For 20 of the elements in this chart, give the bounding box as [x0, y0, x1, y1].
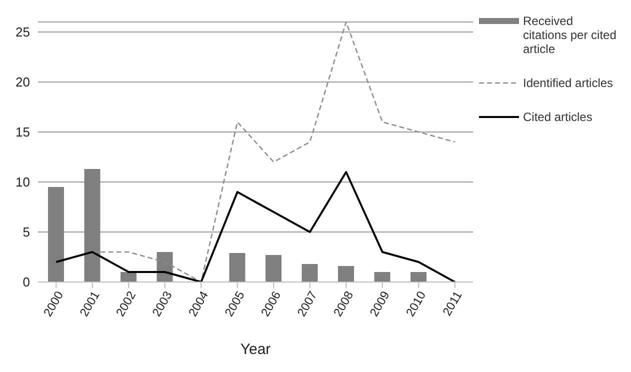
legend-label: Received citations per cited article	[523, 14, 618, 56]
bar	[266, 255, 282, 282]
bar	[410, 272, 426, 282]
legend-label: Cited articles	[523, 110, 592, 124]
line-series	[92, 22, 456, 282]
y-tick-label: 15	[16, 124, 30, 140]
y-tick-label: 5	[22, 224, 30, 240]
bar	[374, 272, 390, 282]
y-tick-label: 25	[16, 24, 30, 40]
legend-label: Identified articles	[523, 76, 614, 90]
line-series	[55, 171, 456, 282]
y-tick-label: 0	[22, 274, 30, 290]
bar	[338, 266, 354, 282]
bar	[48, 187, 64, 282]
bar	[84, 169, 100, 282]
y-tick-label: 20	[16, 74, 30, 90]
bar	[229, 253, 246, 282]
y-tick-label: 10	[16, 174, 30, 190]
bar	[302, 264, 318, 282]
x-axis-title: Year	[240, 341, 271, 358]
